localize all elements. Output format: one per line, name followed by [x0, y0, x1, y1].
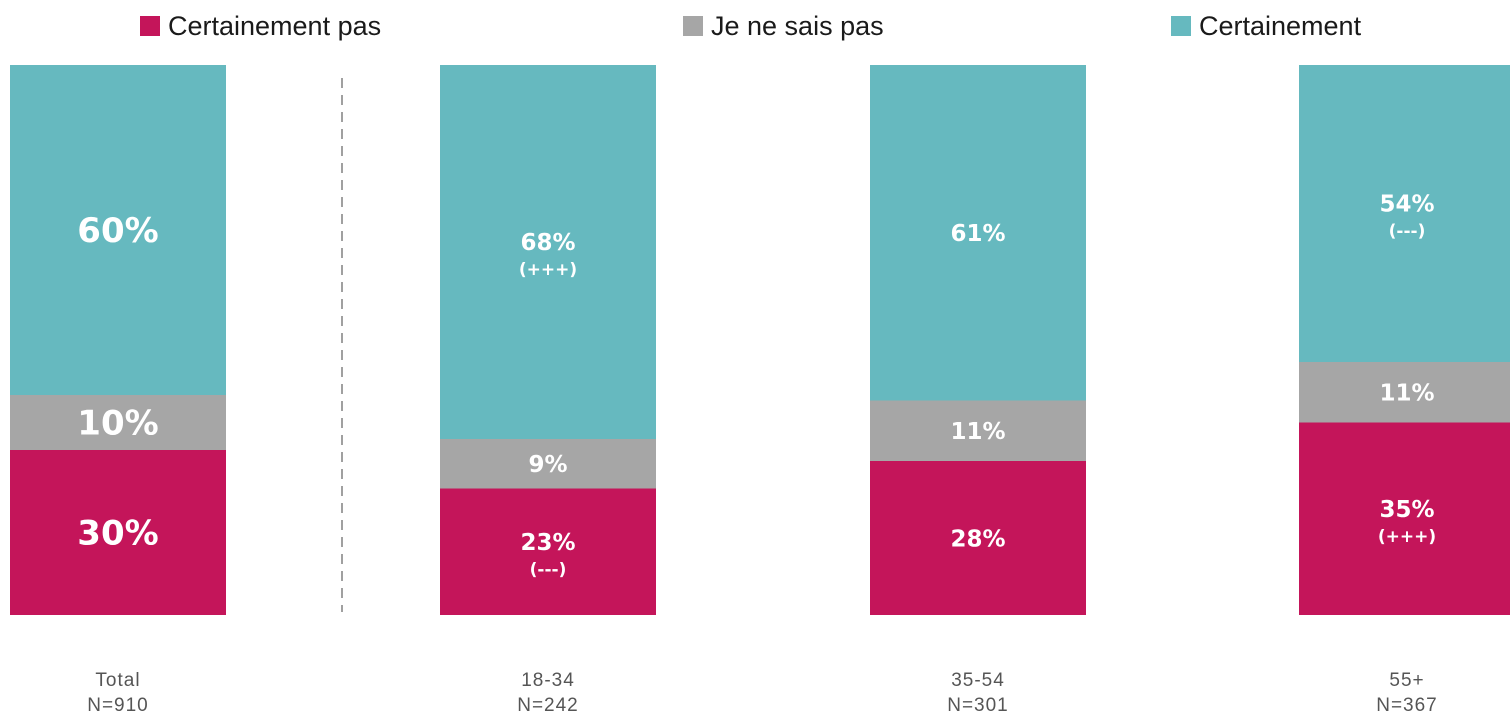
bar-segment-je-ne-sais-pas-35-54 — [870, 400, 1086, 461]
data-label-certainement-18-34: 68% — [520, 230, 575, 256]
data-label-certainement-pas-total: 30% — [77, 514, 158, 554]
significance-label-certainement-pas-18-34: (---) — [530, 560, 567, 580]
category-label-35-54: 35-54 — [951, 670, 1005, 691]
data-label-certainement-pas-55: 35% — [1379, 497, 1434, 523]
sample-size-label-55: N=367 — [1376, 695, 1438, 716]
data-label-je-ne-sais-pas-35-54: 11% — [950, 419, 1005, 445]
bar-segment-je-ne-sais-pas-18-34 — [440, 439, 656, 489]
data-label-je-ne-sais-pas-55: 11% — [1379, 381, 1434, 407]
legend-label-je-ne-sais-pas: Je ne sais pas — [711, 10, 884, 41]
legend-swatch-je-ne-sais-pas — [683, 16, 703, 36]
bar-segment-je-ne-sais-pas-total — [10, 395, 226, 450]
data-label-certainement-total: 60% — [77, 211, 158, 251]
data-label-certainement-35-54: 61% — [950, 221, 1005, 247]
bar-segment-certainement-pas-55 — [1299, 422, 1510, 615]
category-label-total: Total — [95, 670, 140, 691]
significance-label-certainement-pas-55: (+++) — [1378, 527, 1436, 547]
legend: Certainement pas Je ne sais pas Certaine… — [0, 8, 1510, 44]
bar-segment-certainement-18-34 — [440, 65, 656, 439]
sample-size-label-18-34: N=242 — [517, 695, 579, 716]
category-label-18-34: 18-34 — [521, 670, 575, 691]
legend-item-certainement: Certainement — [1171, 8, 1361, 44]
data-label-certainement-55: 54% — [1379, 192, 1434, 218]
bar-segment-certainement-55 — [1299, 65, 1510, 362]
data-label-certainement-pas-18-34: 23% — [520, 530, 575, 556]
legend-label-certainement: Certainement — [1199, 10, 1362, 41]
bar-segment-certainement-pas-35-54 — [870, 461, 1086, 615]
legend-item-je-ne-sais-pas: Je ne sais pas — [683, 8, 884, 44]
data-label-certainement-pas-35-54: 28% — [950, 526, 1005, 552]
legend-item-certainement-pas: Certainement pas — [140, 8, 381, 44]
bar-segment-certainement-pas-18-34 — [440, 488, 656, 615]
significance-label-certainement-55: (---) — [1389, 222, 1426, 242]
significance-label-certainement-18-34: (+++) — [519, 260, 577, 280]
data-label-je-ne-sais-pas-total: 10% — [77, 404, 158, 444]
sample-size-label-total: N=910 — [87, 695, 149, 716]
legend-swatch-certainement — [1171, 16, 1191, 36]
legend-swatch-certainement-pas — [140, 16, 160, 36]
legend-label-certainement-pas: Certainement pas — [168, 10, 382, 41]
sample-size-label-35-54: N=301 — [947, 695, 1009, 716]
data-label-je-ne-sais-pas-18-34: 9% — [528, 452, 567, 478]
bar-segment-je-ne-sais-pas-55 — [1299, 362, 1510, 423]
bar-segment-certainement-total — [10, 65, 226, 395]
bar-segment-certainement-pas-total — [10, 450, 226, 615]
category-label-55: 55+ — [1389, 670, 1424, 691]
bar-segment-certainement-35-54 — [870, 65, 1086, 401]
